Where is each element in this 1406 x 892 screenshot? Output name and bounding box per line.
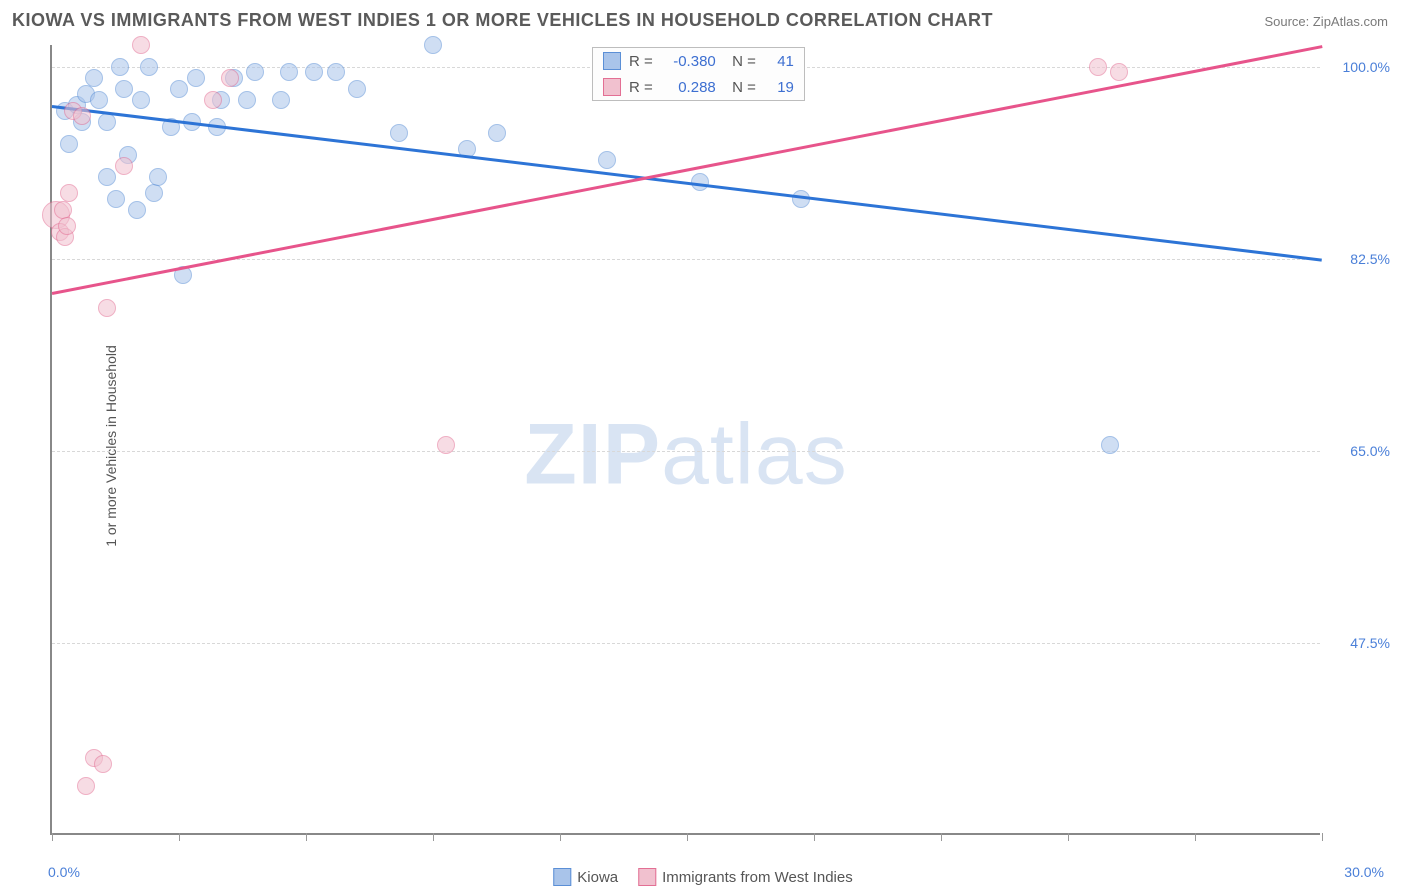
x-axis-min-label: 0.0%: [48, 864, 80, 880]
x-tick: [179, 833, 180, 841]
data-point: [115, 80, 133, 98]
data-point: [132, 36, 150, 54]
data-point: [280, 63, 298, 81]
x-tick: [687, 833, 688, 841]
data-point: [128, 201, 146, 219]
x-tick: [1322, 833, 1323, 841]
stat-value-n: 19: [764, 79, 794, 96]
chart-container: KIOWA VS IMMIGRANTS FROM WEST INDIES 1 O…: [0, 0, 1406, 892]
data-point: [305, 63, 323, 81]
x-tick: [1195, 833, 1196, 841]
legend-bottom: Kiowa Immigrants from West Indies: [553, 868, 852, 886]
stat-value-r: 0.288: [661, 79, 716, 96]
data-point: [73, 107, 91, 125]
x-axis-max-label: 30.0%: [1344, 864, 1384, 880]
data-point: [115, 157, 133, 175]
legend-label: Immigrants from West Indies: [662, 869, 853, 886]
data-point: [90, 91, 108, 109]
gridline-h: [52, 259, 1320, 260]
data-point: [488, 124, 506, 142]
data-point: [60, 135, 78, 153]
data-point: [390, 124, 408, 142]
data-point: [85, 69, 103, 87]
gridline-h: [52, 643, 1320, 644]
x-tick: [433, 833, 434, 841]
legend-swatch: [638, 868, 656, 886]
stats-box: R = -0.380 N = 41 R = 0.288 N = 19: [592, 47, 805, 101]
chart-title: KIOWA VS IMMIGRANTS FROM WEST INDIES 1 O…: [12, 10, 993, 31]
data-point: [187, 69, 205, 87]
data-point: [170, 80, 188, 98]
source-label: Source: ZipAtlas.com: [1264, 14, 1388, 29]
legend-swatch: [603, 78, 621, 96]
x-tick: [1068, 833, 1069, 841]
x-tick: [814, 833, 815, 841]
trend-line: [52, 105, 1322, 261]
stats-row: R = -0.380 N = 41: [593, 48, 804, 74]
data-point: [1101, 436, 1119, 454]
data-point: [272, 91, 290, 109]
x-tick: [306, 833, 307, 841]
plot-area: ZIPatlas 47.5%65.0%82.5%100.0%R =-0.380 …: [50, 45, 1320, 835]
data-point: [246, 63, 264, 81]
data-point: [1110, 63, 1128, 81]
legend-item: Immigrants from West Indies: [638, 868, 853, 886]
data-point: [1089, 58, 1107, 76]
data-point: [98, 113, 116, 131]
watermark: ZIPatlas: [524, 405, 847, 504]
data-point: [204, 91, 222, 109]
data-point: [424, 36, 442, 54]
y-tick-label: 65.0%: [1330, 443, 1390, 459]
stats-row: R = 0.288 N = 19: [593, 74, 804, 100]
data-point: [54, 201, 72, 219]
legend-label: Kiowa: [577, 869, 618, 886]
data-point: [437, 436, 455, 454]
stat-label-r: R =: [629, 79, 653, 96]
legend-swatch: [553, 868, 571, 886]
data-point: [60, 184, 78, 202]
y-tick-label: 100.0%: [1330, 59, 1390, 75]
data-point: [98, 299, 116, 317]
stat-label-n: N =: [724, 53, 756, 70]
data-point: [598, 151, 616, 169]
gridline-h: [52, 451, 1320, 452]
legend-swatch: [603, 52, 621, 70]
data-point: [145, 184, 163, 202]
data-point: [111, 58, 129, 76]
data-point: [140, 58, 158, 76]
x-tick: [52, 833, 53, 841]
data-point: [327, 63, 345, 81]
data-point: [348, 80, 366, 98]
data-point: [58, 217, 76, 235]
data-point: [77, 777, 95, 795]
data-point: [238, 91, 256, 109]
stat-label-n: N =: [724, 79, 756, 96]
x-tick: [560, 833, 561, 841]
data-point: [94, 755, 112, 773]
stat-value-n: 41: [764, 53, 794, 70]
y-tick-label: 47.5%: [1330, 635, 1390, 651]
stat-value-r: -0.380: [661, 53, 716, 70]
legend-item: Kiowa: [553, 868, 618, 886]
x-tick: [941, 833, 942, 841]
data-point: [98, 168, 116, 186]
stat-label-r: R =: [629, 53, 653, 70]
data-point: [132, 91, 150, 109]
y-tick-label: 82.5%: [1330, 251, 1390, 267]
data-point: [107, 190, 125, 208]
data-point: [149, 168, 167, 186]
data-point: [221, 69, 239, 87]
